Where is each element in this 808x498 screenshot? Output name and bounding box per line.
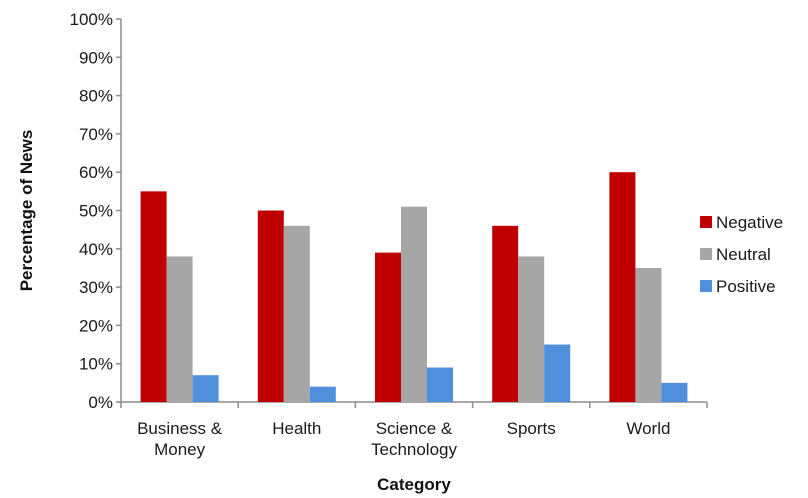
bar-positive [427, 367, 453, 402]
y-axis-title: Percentage of News [17, 130, 36, 292]
bar-negative [375, 252, 401, 402]
bar-negative [492, 225, 519, 402]
bar-negative [257, 210, 284, 402]
bar-neutral [283, 225, 310, 402]
legend-label-negative: Negative [716, 213, 783, 232]
y-tick-label: 50% [79, 202, 113, 221]
bars-group [140, 172, 688, 402]
x-category-label: Money [154, 440, 206, 459]
bar-positive [192, 375, 219, 402]
x-category-label: Business & [137, 419, 223, 438]
y-tick-label: 70% [79, 125, 113, 144]
bar-neutral [635, 267, 662, 402]
legend-label-neutral: Neutral [716, 245, 771, 264]
x-category-label: Health [272, 419, 321, 438]
y-tick-label: 40% [79, 240, 113, 259]
x-category-label: Technology [371, 440, 458, 459]
bar-positive [309, 386, 336, 402]
y-tick-label: 80% [79, 87, 113, 106]
y-tick-label: 10% [79, 355, 113, 374]
y-tick-label: 20% [79, 316, 113, 335]
x-category-label: Sports [507, 419, 556, 438]
y-tick-label: 90% [79, 48, 113, 67]
bar-positive [661, 382, 688, 402]
y-tick-label: 100% [70, 10, 113, 29]
x-category-label: Science & [376, 419, 453, 438]
legend-swatch-positive [700, 280, 712, 292]
bar-neutral [166, 256, 193, 402]
x-axis-title: Category [377, 475, 451, 494]
bar-neutral [401, 206, 427, 402]
y-tick-label: 0% [88, 393, 113, 412]
legend-swatch-neutral [700, 248, 712, 260]
x-category-label: World [626, 419, 670, 438]
bar-negative [609, 172, 636, 402]
y-tick-label: 30% [79, 278, 113, 297]
y-tick-label: 60% [79, 163, 113, 182]
bar-negative [140, 191, 167, 402]
bar-positive [544, 344, 571, 402]
x-axis-category-labels: Business & Money Health Science & Technology… [120, 402, 708, 459]
legend: Negative Neutral Positive [700, 213, 783, 296]
bar-neutral [518, 256, 545, 402]
y-axis-ticks: 0% 10% 20% 30% 40% 50% 60% 70% 80% 90% 100% [70, 10, 121, 412]
legend-swatch-negative [700, 216, 712, 228]
legend-label-positive: Positive [716, 277, 776, 296]
